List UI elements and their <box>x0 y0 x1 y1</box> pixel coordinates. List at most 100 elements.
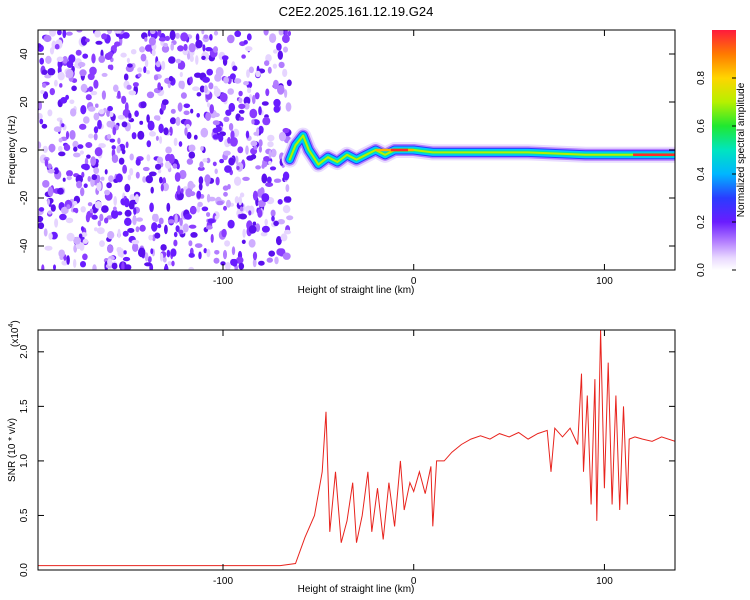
y-tick-label: 0 <box>19 147 30 153</box>
noise-speckle <box>180 92 187 99</box>
noise-speckle <box>223 150 231 156</box>
noise-speckle <box>42 91 49 100</box>
noise-speckle <box>80 187 85 197</box>
noise-speckle <box>73 146 78 152</box>
noise-speckle <box>140 53 147 62</box>
noise-speckle <box>121 261 125 270</box>
noise-speckle <box>82 53 89 59</box>
noise-speckle <box>111 209 119 219</box>
noise-speckle <box>113 206 117 212</box>
noise-speckle <box>175 225 180 233</box>
noise-speckle <box>155 115 161 121</box>
noise-speckle <box>278 30 284 36</box>
noise-speckle <box>268 149 272 159</box>
noise-speckle <box>49 30 57 37</box>
noise-speckle <box>123 250 127 255</box>
noise-speckle <box>38 100 42 111</box>
noise-speckle <box>188 240 193 247</box>
noise-speckle <box>213 87 221 97</box>
noise-speckle <box>238 116 245 121</box>
noise-speckle <box>127 174 131 181</box>
noise-speckle <box>165 35 170 42</box>
noise-speckle <box>62 56 68 64</box>
noise-speckle <box>177 185 181 195</box>
x-tick-label: 0 <box>411 276 417 287</box>
noise-speckle <box>38 222 45 230</box>
noise-speckle <box>251 119 255 125</box>
noise-speckle <box>236 256 244 264</box>
noise-speckle <box>276 248 284 256</box>
noise-speckle <box>273 105 281 113</box>
noise-speckle <box>159 136 163 144</box>
noise-speckle <box>72 200 78 206</box>
noise-speckle <box>157 223 162 229</box>
noise-speckle <box>214 250 220 255</box>
noise-speckle <box>122 256 131 262</box>
noise-speckle <box>106 215 113 220</box>
noise-speckle <box>239 192 245 198</box>
noise-speckle <box>38 43 42 48</box>
noise-speckle <box>282 171 290 181</box>
noise-speckle <box>206 68 213 76</box>
noise-speckle <box>132 215 137 226</box>
colorbar-tick-label: 0.8 <box>696 71 707 85</box>
noise-speckle <box>100 176 105 181</box>
noise-speckle <box>168 153 175 164</box>
noise-speckle <box>234 155 239 164</box>
noise-speckle <box>58 145 63 152</box>
noise-speckle <box>106 182 112 189</box>
noise-speckle <box>148 234 153 241</box>
noise-speckle <box>114 41 121 47</box>
noise-speckle <box>90 90 98 96</box>
noise-speckle <box>117 211 123 216</box>
noise-speckle <box>160 244 167 251</box>
noise-speckle <box>212 134 219 140</box>
noise-speckle <box>69 99 75 105</box>
noise-speckle <box>72 207 77 213</box>
noise-speckle <box>142 166 150 172</box>
noise-speckle <box>39 118 44 125</box>
noise-speckle <box>79 69 87 77</box>
noise-speckle <box>150 248 154 255</box>
snr-ylabel: SNR (10 * v/v) <box>7 418 18 482</box>
y-tick-label: 20 <box>19 96 30 108</box>
noise-speckle <box>207 218 215 224</box>
noise-speckle <box>167 261 172 266</box>
noise-speckle <box>47 169 55 174</box>
noise-speckle <box>101 72 108 77</box>
noise-speckle <box>146 154 151 162</box>
noise-speckle <box>225 262 231 270</box>
noise-speckle <box>219 158 225 164</box>
noise-speckle <box>160 183 164 192</box>
noise-speckle <box>285 102 292 112</box>
noise-speckle <box>54 43 60 50</box>
noise-speckle <box>99 213 104 222</box>
noise-speckle <box>195 55 199 65</box>
noise-speckle <box>273 98 281 107</box>
noise-speckle <box>284 196 290 202</box>
noise-speckle <box>91 53 96 64</box>
noise-speckle <box>213 30 219 36</box>
noise-speckle <box>276 43 282 51</box>
noise-speckle <box>137 73 142 78</box>
noise-speckle <box>165 146 172 154</box>
noise-speckle <box>54 79 58 87</box>
noise-speckle <box>79 123 87 130</box>
noise-speckle <box>121 95 127 104</box>
noise-speckle <box>57 187 64 195</box>
noise-speckle <box>205 112 212 121</box>
noise-speckle <box>106 120 113 128</box>
noise-speckle <box>266 176 272 184</box>
noise-speckle <box>221 55 229 61</box>
noise-speckle <box>258 260 265 266</box>
noise-speckle <box>151 49 156 56</box>
noise-speckle <box>174 213 178 224</box>
noise-speckle <box>250 140 258 147</box>
noise-speckle <box>124 183 131 193</box>
noise-speckle <box>276 236 282 246</box>
noise-speckle <box>117 137 121 145</box>
noise-speckle <box>162 256 167 263</box>
noise-speckle <box>245 145 249 155</box>
noise-speckle <box>95 103 99 108</box>
